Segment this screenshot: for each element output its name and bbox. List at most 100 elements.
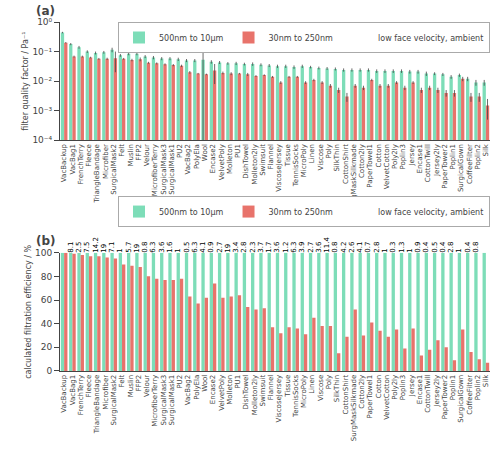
svg-text:FrenchTerry: FrenchTerry: [77, 144, 85, 184]
svg-text:0.5: 0.5: [431, 242, 439, 253]
svg-text:Flannel: Flannel: [267, 144, 275, 169]
svg-text:Viscose: Viscose: [317, 375, 325, 401]
svg-text:Muslin: Muslin: [127, 375, 135, 397]
svg-text:DishTowel: DishTowel: [242, 375, 250, 410]
svg-text:PU1: PU1: [234, 375, 242, 389]
svg-text:30nm to 250nm: 30nm to 250nm: [269, 34, 334, 43]
svg-text:7.1: 7.1: [108, 242, 116, 253]
svg-text:1.6: 1.6: [166, 241, 174, 253]
svg-text:1: 1: [455, 248, 463, 252]
svg-text:VacBackup: VacBackup: [60, 374, 68, 413]
svg-text:Poplin2: Poplin2: [474, 375, 482, 400]
svg-text:1: 1: [174, 248, 182, 252]
svg-text:VacBag2: VacBag2: [184, 375, 192, 405]
svg-text:CottonTwill: CottonTwill: [424, 375, 432, 413]
svg-text:Encase2: Encase2: [209, 144, 217, 173]
svg-text:Linen: Linen: [308, 375, 316, 394]
svg-text:CottonTwill: CottonTwill: [424, 144, 432, 182]
svg-text:4.1: 4.1: [356, 242, 364, 253]
svg-text:TriangleBandage: TriangleBandage: [93, 144, 101, 204]
svg-text:0.9: 0.9: [414, 242, 422, 253]
svg-text:Flannel: Flannel: [267, 375, 275, 400]
svg-text:PolyEla: PolyEla: [193, 375, 201, 400]
svg-text:Silk: Silk: [482, 374, 490, 387]
svg-text:2.6: 2.6: [348, 241, 356, 253]
svg-text:0.8: 0.8: [331, 242, 339, 253]
svg-text:19: 19: [100, 244, 108, 253]
svg-text:CottonShirt: CottonShirt: [342, 144, 350, 184]
svg-text:1.7: 1.7: [265, 242, 273, 253]
svg-text:Muslin: Muslin: [127, 144, 135, 166]
svg-text:CoffeeFilter: CoffeeFilter: [466, 375, 474, 415]
svg-text:Viscose: Viscose: [317, 144, 325, 170]
svg-text:SurgicalMask3: SurgicalMask3: [160, 144, 168, 195]
svg-text:Velour: Velour: [143, 375, 151, 397]
svg-text:4.1: 4.1: [199, 242, 207, 253]
svg-text:20: 20: [41, 342, 53, 352]
svg-text:7.5: 7.5: [83, 242, 91, 253]
svg-text:Fleece: Fleece: [85, 144, 93, 167]
svg-text:0.3: 0.3: [389, 242, 397, 253]
svg-text:500nm to 10µm: 500nm to 10µm: [159, 34, 224, 43]
svg-text:11.4: 11.4: [323, 237, 331, 253]
svg-text:VelvetCotton: VelvetCotton: [383, 375, 391, 420]
svg-text:PolyEla: PolyEla: [193, 144, 201, 169]
svg-text:SilkThin: SilkThin: [333, 144, 341, 171]
svg-text:PaperTowel1: PaperTowel1: [366, 375, 374, 419]
svg-text:VelvetPoly: VelvetPoly: [218, 144, 226, 180]
svg-text:VelvetPoly: VelvetPoly: [218, 375, 226, 411]
svg-text:Molleton2ly: Molleton2ly: [251, 144, 259, 185]
svg-text:3.7: 3.7: [257, 242, 265, 253]
svg-text:Tissue: Tissue: [284, 144, 292, 167]
svg-text:filter quality factor / Pa⁻¹: filter quality factor / Pa⁻¹: [21, 32, 30, 131]
svg-text:2.8: 2.8: [447, 242, 455, 253]
svg-text:TennisSocks: TennisSocks: [292, 374, 300, 417]
svg-text:Microfiber: Microfiber: [102, 375, 110, 410]
svg-text:0: 0: [46, 366, 52, 376]
svg-text:low face velocity, ambient: low face velocity, ambient: [378, 34, 483, 43]
svg-text:SurgMaskSilkmade: SurgMaskSilkmade: [350, 375, 358, 441]
svg-text:VacBag2: VacBag2: [184, 144, 192, 174]
svg-text:0.8: 0.8: [472, 242, 480, 253]
svg-text:Molleton2ly: Molleton2ly: [251, 375, 259, 416]
svg-text:SurgicalMask2: SurgicalMask2: [110, 144, 118, 195]
svg-text:4.2: 4.2: [340, 242, 348, 253]
svg-text:10⁻³: 10⁻³: [32, 106, 52, 116]
svg-text:ViscoseJersey: ViscoseJersey: [275, 144, 283, 192]
svg-text:Molleton: Molleton: [226, 375, 234, 405]
svg-text:10⁻²: 10⁻²: [32, 76, 52, 86]
svg-text:2.7: 2.7: [216, 242, 224, 253]
svg-text:Poplin3: Poplin3: [399, 144, 407, 169]
svg-text:Poly2ly: Poly2ly: [391, 144, 399, 169]
svg-text:Encase2: Encase2: [209, 375, 217, 404]
svg-text:Swimsuit: Swimsuit: [259, 375, 267, 407]
svg-text:SurgicalMask1: SurgicalMask1: [168, 375, 176, 426]
svg-text:MicrofiberTerry: MicrofiberTerry: [151, 144, 159, 196]
svg-text:500nm to 10µm: 500nm to 10µm: [159, 208, 224, 217]
svg-text:1: 1: [406, 248, 414, 252]
svg-text:Silk: Silk: [482, 143, 490, 156]
svg-text:Felt: Felt: [118, 144, 126, 157]
svg-text:ViscoseJersey: ViscoseJersey: [275, 375, 283, 423]
svg-text:10⁻¹: 10⁻¹: [32, 47, 52, 57]
svg-text:2.8: 2.8: [240, 242, 248, 253]
svg-text:Jersey2ly: Jersey2ly: [433, 375, 441, 408]
svg-text:Cotton2ly: Cotton2ly: [358, 144, 366, 178]
svg-text:1.2: 1.2: [282, 242, 290, 253]
svg-text:PaperTower2: PaperTower2: [441, 144, 449, 189]
svg-text:Swimsuit: Swimsuit: [259, 144, 267, 176]
svg-text:PU2: PU2: [176, 144, 184, 158]
svg-text:MicrofiberTerry: MicrofiberTerry: [151, 375, 159, 427]
svg-text:TriangleBandage: TriangleBandage: [93, 375, 101, 435]
svg-text:0.7: 0.7: [364, 242, 372, 253]
svg-text:6.3: 6.3: [290, 242, 298, 253]
svg-text:Jersey: Jersey: [408, 144, 416, 166]
svg-text:VacBackup: VacBackup: [60, 144, 68, 183]
svg-text:SurgicalGown: SurgicalGown: [457, 375, 465, 423]
svg-text:VacBag1: VacBag1: [69, 375, 77, 405]
svg-text:Jersey2ly: Jersey2ly: [433, 144, 441, 177]
svg-text:0.4: 0.4: [464, 241, 472, 253]
svg-text:19: 19: [133, 244, 141, 253]
svg-text:10⁻⁴: 10⁻⁴: [32, 135, 52, 145]
svg-text:100: 100: [35, 248, 52, 258]
